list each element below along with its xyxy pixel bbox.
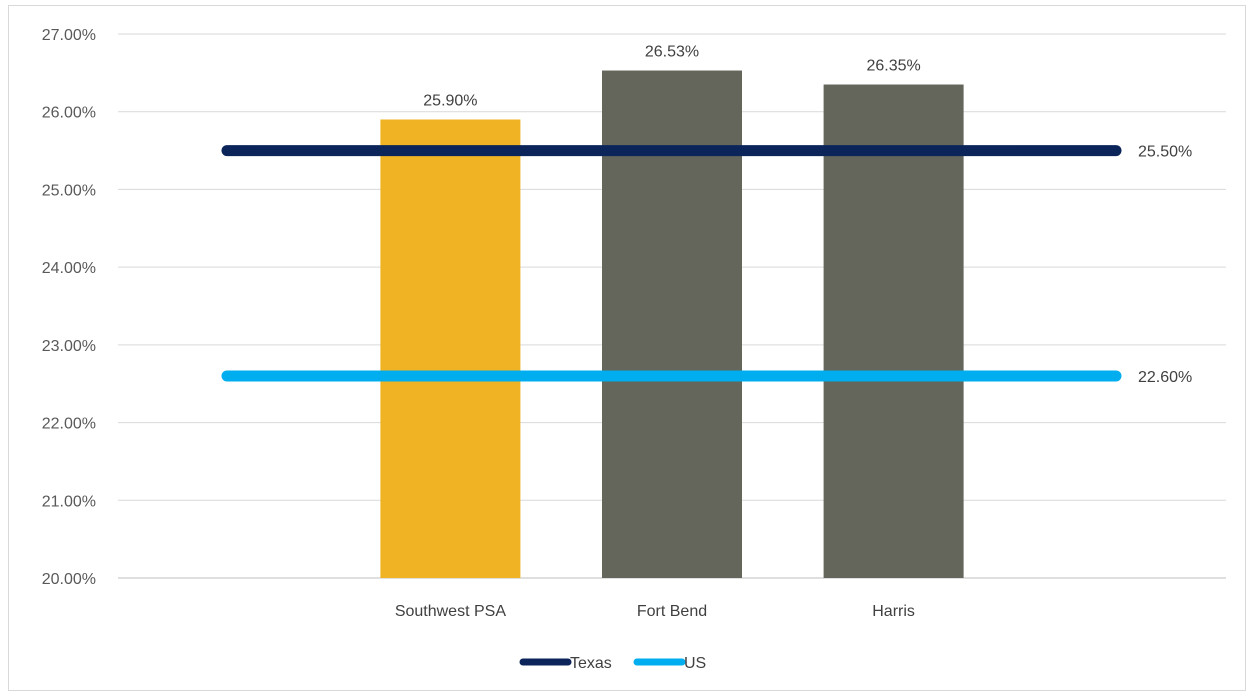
y-tick-label: 25.00%	[42, 182, 96, 199]
bar	[380, 119, 521, 578]
y-tick-label: 21.00%	[42, 493, 96, 510]
x-tick-label: Fort Bend	[637, 603, 707, 620]
y-tick-label: 20.00%	[42, 571, 96, 588]
y-tick-label: 27.00%	[42, 27, 96, 44]
bar-value-label: 26.35%	[866, 58, 920, 75]
y-tick-label: 22.00%	[42, 416, 96, 433]
y-tick-label: 26.00%	[42, 105, 96, 122]
legend-label: US	[684, 655, 706, 672]
bar	[823, 84, 964, 578]
x-tick-label: Harris	[872, 603, 915, 620]
bar-value-label: 25.90%	[423, 92, 477, 109]
legend-label: Texas	[570, 655, 612, 672]
reference-line-label: 22.60%	[1138, 369, 1192, 386]
y-tick-label: 23.00%	[42, 338, 96, 355]
reference-line-label: 25.50%	[1138, 144, 1192, 161]
x-tick-label: Southwest PSA	[395, 603, 507, 620]
y-tick-label: 24.00%	[42, 260, 96, 277]
bar-value-label: 26.53%	[645, 44, 699, 61]
